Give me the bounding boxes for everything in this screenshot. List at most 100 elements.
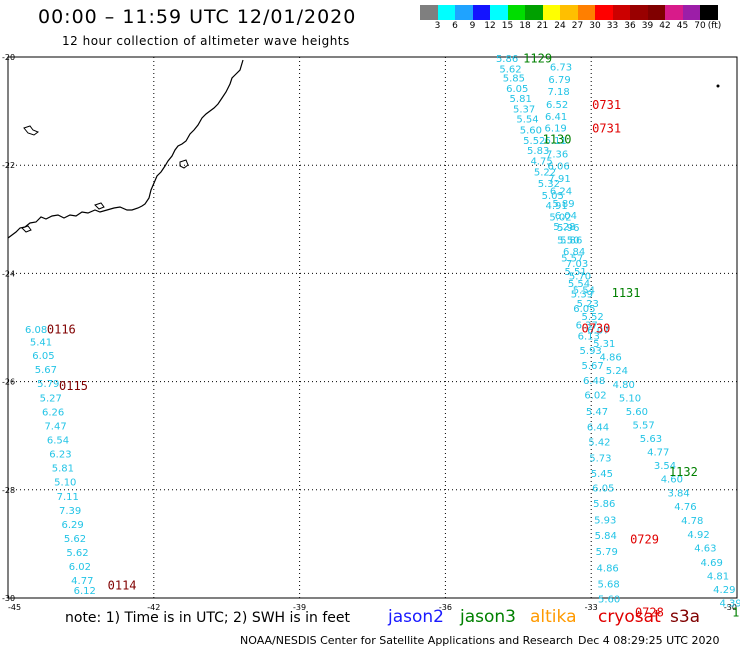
wave-height-value: 4.29 (713, 585, 735, 596)
scale-swatch (682, 5, 700, 20)
wave-height-value: 5.57 (633, 420, 655, 431)
wave-height-value: 5.60 (598, 595, 620, 606)
wave-height-value: 5.93 (594, 516, 616, 527)
lon-label: -45 (8, 603, 21, 612)
satellite-jason3: jason3 (460, 607, 516, 627)
wave-height-value: 5.81 (510, 94, 532, 105)
scale-swatch (507, 5, 525, 20)
wave-height-value: 5.83 (527, 146, 549, 157)
lon-label: -39 (293, 603, 306, 612)
scale-label: 30 (589, 21, 601, 31)
wave-height-value: 5.93 (580, 346, 602, 357)
wave-height-value: 5.86 (593, 499, 615, 510)
scale-label: 6 (452, 21, 458, 31)
wave-height-value: 6.12 (74, 586, 96, 597)
wave-height-value: 5.62 (64, 534, 86, 545)
scale-swatch (630, 5, 648, 20)
wave-height-value: 5.52 (581, 312, 603, 323)
wave-height-value: 6.05 (506, 84, 528, 95)
pass-time-label: 0116 (47, 323, 76, 337)
wave-height-value: 5.62 (499, 64, 521, 75)
lat-label: -26 (2, 378, 15, 387)
wave-height-value: 4.86 (599, 353, 621, 364)
lon-label: -36 (439, 603, 452, 612)
wave-height-value: 5.54 (568, 279, 590, 290)
footer-credit: NOAA/NESDIS Center for Satellite Applica… (240, 634, 574, 647)
wave-height-value: 5.70 (569, 272, 591, 283)
pass-time-label: 0115 (59, 379, 88, 393)
wave-height-value: 6.54 (47, 435, 69, 446)
scale-label: 24 (554, 21, 566, 31)
lat-label: -24 (2, 269, 15, 278)
wave-height-value: 5.89 (552, 199, 574, 210)
pass-time-label: 1131 (612, 286, 641, 300)
wave-height-value: 5.60 (520, 125, 542, 136)
wave-height-value: 6.48 (583, 376, 605, 387)
lon-label: -42 (147, 603, 160, 612)
map-subtitle: 12 hour collection of altimeter wave hei… (62, 34, 350, 48)
wave-height-value: 7.18 (547, 87, 569, 98)
satellite-altika: altika (530, 607, 577, 627)
wave-height-value: 6.05 (573, 304, 595, 315)
wave-height-value: 5.73 (589, 453, 611, 464)
wave-height-value: 5.41 (30, 338, 52, 349)
map-frame (7, 56, 738, 599)
scale-swatch (472, 5, 490, 20)
scale-swatch (420, 5, 438, 20)
wave-height-value: 5.84 (595, 531, 617, 542)
scale-swatch (542, 5, 560, 20)
wave-height-value: 6.52 (546, 100, 568, 111)
lat-label: -22 (2, 161, 15, 170)
wave-height-value: 5.54 (516, 115, 538, 126)
scale-swatch (612, 5, 630, 20)
wave-height-value: 5.50 (557, 235, 579, 246)
wave-height-value: 5.79 (596, 547, 618, 558)
pass-time-label: 0731 (592, 98, 621, 112)
lon-label: -33 (585, 603, 598, 612)
scale-swatch (455, 5, 473, 20)
scale-swatch (577, 5, 595, 20)
scale-label: 70 (694, 21, 706, 31)
wave-height-value: 5.60 (626, 407, 648, 418)
wave-height-value: 4.81 (707, 571, 729, 582)
wave-height-value: 6.24 (550, 187, 572, 198)
lat-label: -28 (2, 486, 15, 495)
color-scale-bar (420, 5, 718, 20)
wave-height-value: 5.86 (560, 235, 582, 246)
scale-swatch (700, 5, 718, 20)
wave-height-value: 5.05 (542, 191, 564, 202)
wave-height-value: 6.02 (69, 562, 91, 573)
wave-height-value: 3.54 (654, 461, 676, 472)
wave-height-value: 5.47 (586, 407, 608, 418)
pass-time-label: 0730 (581, 322, 610, 336)
pass-time-label: 1132 (669, 465, 698, 479)
island-3 (94, 202, 105, 210)
wave-height-value: 5.67 (581, 361, 603, 372)
pass-time-label: 0114 (108, 578, 137, 592)
scale-label: 42 (659, 21, 671, 31)
wave-height-value: 7.36 (546, 149, 568, 160)
wave-height-value: 5.32 (538, 179, 560, 190)
wave-height-value: 3.84 (668, 489, 690, 500)
axis-labels: -20-22-24-26-28-30-45 -42 -39 -36 -33 -30 (2, 53, 737, 612)
lon-label: -30 (724, 603, 737, 612)
scale-label: 45 (676, 21, 689, 31)
wave-height-value: 5.02 (549, 213, 571, 224)
wave-height-value: 6.41 (545, 112, 567, 123)
scale-label: 21 (536, 21, 549, 31)
wave-height-value: 5.37 (513, 104, 535, 115)
wave-height-value: 6.06 (547, 162, 569, 173)
note-text: note: 1) Time is in UTC; 2) SWH is in fe… (65, 610, 351, 626)
scale-swatch (525, 5, 543, 20)
wave-height-value: 6.29 (61, 520, 83, 531)
scale-label: 18 (519, 21, 531, 31)
wave-height-value: 5.28 (553, 222, 575, 233)
lat-label: -30 (2, 594, 15, 603)
pass-time-label: 0729 (630, 532, 659, 546)
wave-height-value: 4.39 (720, 598, 740, 609)
island-dot (716, 84, 720, 88)
wave-height-value: 4.92 (687, 530, 709, 541)
scale-label: 39 (641, 21, 654, 31)
wave-height-value: 4.76 (674, 502, 696, 513)
